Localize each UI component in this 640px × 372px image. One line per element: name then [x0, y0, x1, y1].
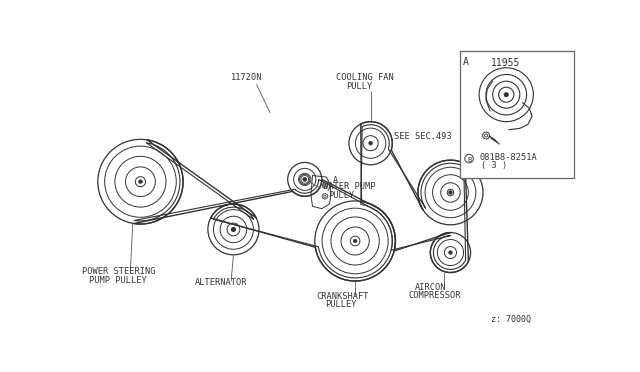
Text: AIRCON: AIRCON — [415, 282, 446, 292]
Text: SEE SEC.493: SEE SEC.493 — [394, 132, 452, 141]
Circle shape — [369, 141, 372, 145]
Text: B: B — [467, 157, 471, 163]
Text: ALTERNATOR: ALTERNATOR — [195, 278, 247, 287]
Circle shape — [303, 177, 307, 181]
Circle shape — [232, 228, 236, 231]
Text: 11720N: 11720N — [231, 73, 262, 82]
Circle shape — [353, 239, 357, 243]
Text: PULLY: PULLY — [347, 81, 373, 90]
Text: 11955: 11955 — [491, 58, 520, 68]
Text: POWER STEERING: POWER STEERING — [83, 267, 156, 276]
Text: ( 3 ): ( 3 ) — [481, 161, 508, 170]
Text: 081B8-8251A: 081B8-8251A — [479, 153, 537, 162]
Circle shape — [449, 251, 452, 254]
Circle shape — [504, 92, 509, 97]
Text: COMPRESSOR: COMPRESSOR — [408, 291, 461, 300]
Text: A: A — [333, 176, 338, 185]
Text: PULLEY: PULLEY — [325, 300, 356, 309]
Circle shape — [449, 190, 452, 195]
Text: PUMP PULLEY: PUMP PULLEY — [90, 276, 147, 285]
Text: WATER PUMP: WATER PUMP — [323, 182, 375, 192]
Bar — [460, 51, 575, 178]
Text: z: 7000Q: z: 7000Q — [491, 315, 531, 324]
Text: A: A — [463, 57, 468, 67]
Text: PULLY: PULLY — [328, 191, 355, 200]
Text: CRANKSHAFT: CRANKSHAFT — [316, 292, 369, 301]
Circle shape — [138, 180, 142, 184]
Text: COOLING FAN: COOLING FAN — [336, 73, 394, 82]
